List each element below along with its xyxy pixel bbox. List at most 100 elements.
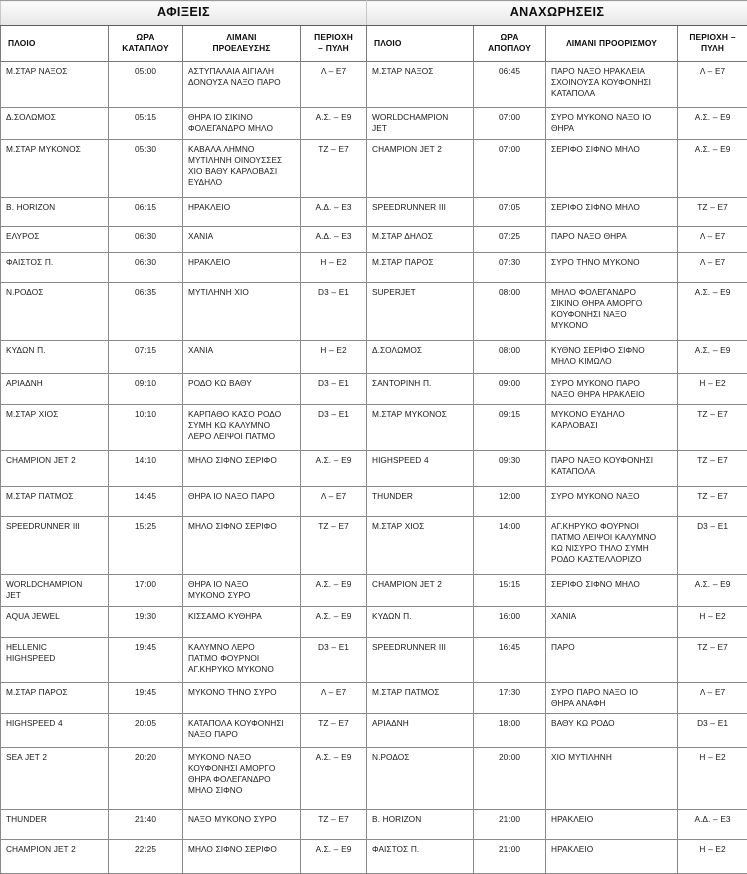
port-list-arrivals-18-line: ΜΗΛΟ ΣΙΦΝΟ xyxy=(188,785,295,796)
ship-name-arrivals-5: ΦΑΙΣΤΟΣ Π. xyxy=(1,252,109,282)
time-arrivals-1-line: 05:15 xyxy=(114,112,177,123)
zone-gate-arrivals-19: ΤΖ – Ε7 xyxy=(301,809,367,839)
port-list-departures-7-line: ΚΥΘΝΟ ΣΕΡΙΦΟ ΣΙΦΝΟ xyxy=(551,345,672,356)
time-departures-8-line: 09:00 xyxy=(479,378,540,389)
time-arrivals-2-line: 05:30 xyxy=(114,144,177,155)
time-arrivals-4: 06:30 xyxy=(109,226,183,252)
port-list-departures-8-line: ΣΥΡΟ ΜΥΚΟΝΟ ΠΑΡΟ xyxy=(551,378,672,389)
port-list-arrivals-8-line: ΡΟΔΟ ΚΩ ΒΑΘΥ xyxy=(188,378,295,389)
port-list-arrivals-20-line: ΜΗΛΟ ΣΙΦΝΟ ΣΕΡΙΦΟ xyxy=(188,844,295,855)
time-departures-0: 06:45 xyxy=(474,61,546,107)
zone-gate-arrivals-7: Η – Ε2 xyxy=(301,340,367,373)
ship-name-departures-19-line: B. HORIZON xyxy=(372,814,468,825)
time-departures-4: 07:25 xyxy=(474,226,546,252)
ship-name-arrivals-19-line: THUNDER xyxy=(6,814,103,825)
time-arrivals-17-line: 20:05 xyxy=(114,718,177,729)
zone-gate-arrivals-5-line: Η – Ε2 xyxy=(306,257,361,268)
time-arrivals-0: 05:00 xyxy=(109,61,183,107)
ship-name-arrivals-9: Μ.ΣΤΑΡ ΧΙΟΣ xyxy=(1,404,109,450)
zone-gate-departures-19-line: Α.Δ. – Ε3 xyxy=(683,814,742,825)
ship-name-arrivals-8: ΑΡΙΑΔΝΗ xyxy=(1,373,109,404)
ship-name-arrivals-17-line: HIGHSPEED 4 xyxy=(6,718,103,729)
time-arrivals-15-line: 19:45 xyxy=(114,642,177,653)
port-list-departures-8-line: ΝΑΞΟ ΘΗΡΑ ΗΡΑΚΛΕΙΟ xyxy=(551,389,672,400)
ship-name-departures-1-line: WORLDCHAMPION xyxy=(372,112,468,123)
port-list-arrivals-6: ΜΥΤΙΛΗΝΗ ΧΙΟ xyxy=(183,282,301,340)
zone-gate-arrivals-15: D3 – Ε1 xyxy=(301,637,367,682)
port-list-departures-12-line: ΚΩ ΝΙΣΥΡΟ ΤΗΛΟ ΣΥΜΗ xyxy=(551,543,672,554)
zone-gate-departures-5: Λ – Ε7 xyxy=(678,252,747,282)
zone-gate-departures-13: Α.Σ. – Ε9 xyxy=(678,574,747,606)
ship-name-arrivals-3: B. HORIZON xyxy=(1,197,109,226)
zone-gate-arrivals-0: Λ – Ε7 xyxy=(301,61,367,107)
ship-name-departures-5-line: Μ.ΣΤΑΡ ΠΑΡΟΣ xyxy=(372,257,468,268)
ship-name-arrivals-8-line: ΑΡΙΑΔΝΗ xyxy=(6,378,103,389)
zone-gate-arrivals-12-line: ΤΖ – Ε7 xyxy=(306,521,361,532)
zone-gate-departures-12: D3 – Ε1 xyxy=(678,516,747,574)
port-list-departures-17: ΒΑΘΥ ΚΩ ΡΟΔΟ xyxy=(546,713,678,747)
port-list-departures-12-line: ΠΑΤΜΟ ΛΕΙΨΟΙ ΚΑΛΥΜΝΟ xyxy=(551,532,672,543)
column-header-departures-port: ΛΙΜΑΝΙ ΠΡΟΟΡΙΣΜΟΥ xyxy=(546,25,678,61)
ship-name-departures-4: Μ.ΣΤΑΡ ΔΗΛΟΣ xyxy=(367,226,474,252)
ship-name-departures-9-line: Μ.ΣΤΑΡ ΜΥΚΟΝΟΣ xyxy=(372,409,468,420)
zone-gate-arrivals-11-line: Λ – Ε7 xyxy=(306,491,361,502)
zone-gate-departures-16-line: Λ – Ε7 xyxy=(683,687,742,698)
time-arrivals-11-line: 14:45 xyxy=(114,491,177,502)
zone-gate-arrivals-12: ΤΖ – Ε7 xyxy=(301,516,367,574)
time-departures-0-line: 06:45 xyxy=(479,66,540,77)
port-list-arrivals-2-line: ΧΙΟ ΒΑΘΥ ΚΑΡΛΟΒΑΣΙ xyxy=(188,166,295,177)
ship-name-departures-13-line: CHAMPION JET 2 xyxy=(372,579,468,590)
zone-gate-departures-20-line: Η – Ε2 xyxy=(683,844,742,855)
time-arrivals-1: 05:15 xyxy=(109,107,183,139)
ship-name-arrivals-4: ΕΛΥΡΟΣ xyxy=(1,226,109,252)
column-header-departures-ship-line: ΠΛΟΙΟ xyxy=(374,38,470,49)
zone-gate-arrivals-4: Α.Δ. – Ε3 xyxy=(301,226,367,252)
column-header-departures-time-line: ΑΠΟΠΛΟΥ xyxy=(477,43,542,54)
ship-name-departures-0: Μ.ΣΤΑΡ ΝΑΞΟΣ xyxy=(367,61,474,107)
zone-gate-arrivals-5: Η – Ε2 xyxy=(301,252,367,282)
ship-name-arrivals-7-line: ΚΥΔΩΝ Π. xyxy=(6,345,103,356)
port-list-arrivals-9-line: ΚΑΡΠΑΘΟ ΚΑΣΟ ΡΟΔΟ xyxy=(188,409,295,420)
time-departures-13-line: 15:15 xyxy=(479,579,540,590)
zone-gate-arrivals-11: Λ – Ε7 xyxy=(301,486,367,516)
port-list-arrivals-2-line: ΕΥΔΗΛΟ xyxy=(188,177,295,188)
column-header-departures-zone: ΠΕΡΙΟΧΗ –ΠΥΛΗ xyxy=(678,25,747,61)
port-list-departures-6-line: ΜΥΚΟΝΟ xyxy=(551,320,672,331)
port-list-arrivals-5: ΗΡΑΚΛΕΙΟ xyxy=(183,252,301,282)
port-list-arrivals-19: ΝΑΞΟ ΜΥΚΟΝΟ ΣΥΡΟ xyxy=(183,809,301,839)
zone-gate-arrivals-9-line: D3 – Ε1 xyxy=(306,409,361,420)
time-arrivals-20-line: 22:25 xyxy=(114,844,177,855)
ship-name-departures-2: CHAMPION JET 2 xyxy=(367,139,474,197)
port-list-departures-20-line: ΗΡΑΚΛΕΙΟ xyxy=(551,844,672,855)
port-list-departures-13: ΣΕΡΙΦΟ ΣΙΦΝΟ ΜΗΛΟ xyxy=(546,574,678,606)
time-departures-17-line: 18:00 xyxy=(479,718,540,729)
ship-name-departures-3: SPEEDRUNNER III xyxy=(367,197,474,226)
ship-name-departures-20: ΦΑΙΣΤΟΣ Π. xyxy=(367,839,474,873)
zone-gate-departures-1: Α.Σ. – Ε9 xyxy=(678,107,747,139)
port-list-departures-2-line: ΣΕΡΙΦΟ ΣΙΦΝΟ ΜΗΛΟ xyxy=(551,144,672,155)
time-departures-5-line: 07:30 xyxy=(479,257,540,268)
column-header-departures-ship: ΠΛΟΙΟ xyxy=(367,25,474,61)
port-list-arrivals-7-line: ΧΑΝΙΑ xyxy=(188,345,295,356)
zone-gate-arrivals-17: ΤΖ – Ε7 xyxy=(301,713,367,747)
section-title-departures-line: ΑΝΑΧΩΡΗΣΕΙΣ xyxy=(367,4,747,21)
ship-name-arrivals-13-line: JET xyxy=(6,590,103,601)
port-list-departures-9-line: ΜΥΚΟΝΟ ΕΥΔΗΛΟ xyxy=(551,409,672,420)
port-list-arrivals-18-line: ΜΥΚΟΝΟ ΝΑΞΟ xyxy=(188,752,295,763)
ship-name-arrivals-1: Δ.ΣΟΛΩΜΟΣ xyxy=(1,107,109,139)
time-arrivals-8: 09:10 xyxy=(109,373,183,404)
ship-name-arrivals-16-line: Μ.ΣΤΑΡ ΠΑΡΟΣ xyxy=(6,687,103,698)
port-list-departures-4-line: ΠΑΡΟ ΝΑΞΟ ΘΗΡΑ xyxy=(551,231,672,242)
